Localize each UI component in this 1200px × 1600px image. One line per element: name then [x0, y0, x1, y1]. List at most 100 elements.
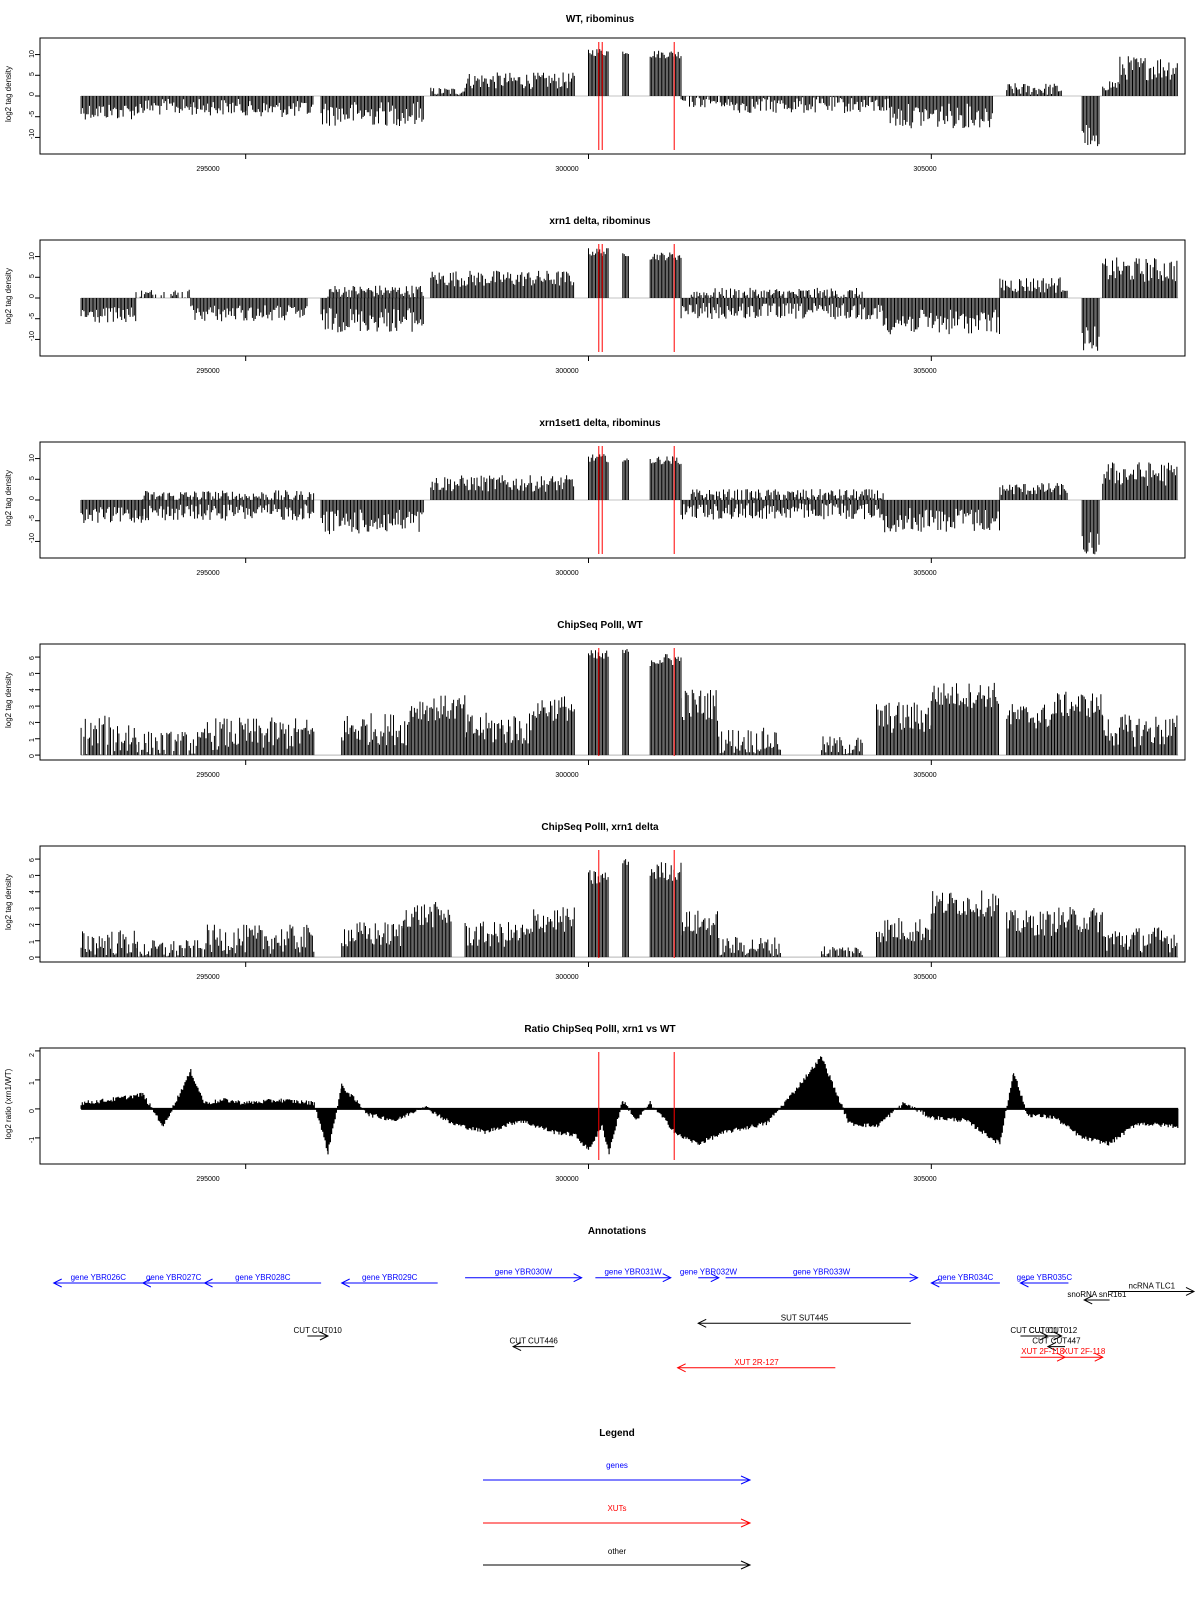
y-tick-label: -5	[29, 111, 36, 117]
signal-bar-group	[680, 910, 718, 958]
signal-bar-group	[190, 96, 246, 116]
annotation-label: CUT CUT011	[1010, 1326, 1058, 1335]
legend-arrowhead-xuts	[740, 1518, 752, 1528]
legend-arrowhead-genes	[740, 1475, 752, 1485]
signal-bar-group	[680, 298, 884, 320]
signal-bar-group	[622, 859, 629, 958]
ratio-profile	[80, 1056, 1179, 1155]
y-tick-label: -10	[29, 129, 36, 139]
annotation-feature: gene YBR028C	[203, 1273, 322, 1288]
annotation-tracks: gene YBR026C gene YBR027C gene YBR028C gene…	[52, 1268, 1196, 1373]
annotation-label: SUT SUT445	[781, 1313, 829, 1322]
x-tick-label: 295000	[196, 368, 219, 375]
signal-bar-group	[80, 96, 137, 120]
signal-bar-group	[999, 277, 1068, 298]
y-tick-label: 5	[29, 476, 36, 480]
y-tick-label: 1	[29, 940, 36, 944]
panel-chipseq-xrn1: ChipSeq PolII, xrn1 delta log2 tag densi…	[4, 822, 937, 981]
signal-bar-group	[649, 456, 682, 500]
signal-bar-group	[1006, 910, 1055, 958]
signal-bar-group	[80, 715, 137, 756]
plot-frame	[39, 1047, 1186, 1165]
y-axis-label: log2 ratio (xrn1/WT)	[4, 1068, 13, 1139]
signal-bar-group	[327, 285, 424, 298]
panel-title: xrn1set1 delta, ribominus	[539, 418, 661, 429]
annotation-feature: gene YBR027C	[141, 1273, 205, 1288]
annotation-arrowhead	[1094, 1352, 1104, 1362]
signal-bar-group	[204, 924, 315, 958]
y-tick-label: 0	[29, 1109, 36, 1113]
signal-bar-group	[930, 890, 999, 958]
annotation-arrowhead	[930, 1278, 940, 1288]
signal-bar-group	[320, 500, 424, 535]
annotation-feature: XUT 2R-127	[676, 1358, 836, 1373]
panel-xrn1-ribominus: xrn1 delta, ribominus log2 tag density 2…	[4, 216, 937, 375]
annotation-feature: XUT 2F-118	[1062, 1347, 1106, 1362]
signal-bar-group	[430, 475, 575, 500]
y-tick-label: -5	[29, 515, 36, 521]
signal-bar-group	[80, 500, 144, 523]
y-tick-label: 0	[29, 496, 36, 500]
signal-bar-group	[1102, 462, 1178, 500]
annotation-label: CUT CUT446	[510, 1337, 559, 1346]
plot-frame	[39, 643, 1186, 761]
annotation-arrowhead	[1083, 1295, 1093, 1305]
signal-bar-group	[622, 649, 629, 756]
x-tick-label: 295000	[196, 1176, 219, 1183]
x-tick-label: 300000	[555, 772, 578, 779]
annotation-label: snoRNA snR161	[1067, 1290, 1127, 1299]
signal-bar-group	[1054, 691, 1103, 756]
signal-bar-group	[464, 712, 533, 756]
panel-xrn1set1-ribominus: xrn1set1 delta, ribominus log2 tag densi…	[4, 418, 937, 577]
signal-bar-group	[876, 702, 932, 756]
annotation-label: gene YBR026C	[71, 1273, 127, 1282]
annotation-feature: gene YBR029C	[340, 1273, 438, 1288]
signal-bar-group	[142, 490, 315, 500]
signal-bar-group	[1006, 704, 1055, 756]
signal-bar-group	[622, 51, 629, 96]
signal-bar-group	[135, 940, 203, 958]
panel-ratio-chipseq: Ratio ChipSeq PolII, xrn1 vs WT log2 rat…	[4, 1024, 937, 1183]
signal-bar-group	[690, 287, 863, 298]
y-tick-label: 3	[29, 705, 36, 709]
annotation-feature: CUT CUT012	[1029, 1326, 1078, 1341]
annotation-feature: SUT SUT445	[697, 1313, 911, 1328]
plot-area	[35, 37, 1186, 159]
signal-bar-group	[135, 731, 204, 756]
signal-bar-group	[622, 458, 629, 500]
annotation-feature: ncRNA TLC1	[1109, 1282, 1196, 1296]
y-tick-label: 5	[29, 672, 36, 676]
legend: Legend genes XUTs other	[483, 1428, 752, 1570]
y-tick-label: 6	[29, 656, 36, 660]
y-tick-label: -10	[29, 331, 36, 341]
signal-bar-group	[430, 87, 465, 96]
y-tick-label: 2	[29, 1053, 36, 1057]
signal-bar-group	[1081, 298, 1100, 351]
signal-bar-group	[882, 298, 1000, 335]
y-tick-label: 5	[29, 874, 36, 878]
annotation-arrowhead	[340, 1278, 350, 1288]
signal-bar-group	[409, 695, 466, 756]
legend-item-genes: genes	[483, 1461, 752, 1485]
signal-bar-group	[430, 270, 575, 298]
plot-area	[35, 239, 1186, 361]
signal-bar-group	[649, 654, 682, 756]
signal-bar-group	[1102, 927, 1178, 958]
annotation-label: gene YBR030W	[495, 1268, 553, 1277]
signal-bar-group	[1102, 714, 1178, 756]
y-tick-label: 3	[29, 907, 36, 911]
signal-bar-group	[889, 96, 993, 129]
plot-frame	[39, 845, 1186, 963]
plot-area	[35, 643, 1186, 765]
annotation-label: gene YBR035C	[1017, 1273, 1073, 1282]
x-tick-label: 300000	[555, 974, 578, 981]
signal-bar-group	[718, 937, 781, 958]
annotation-label: XUT 2F-118	[1021, 1347, 1064, 1356]
y-tick-label: 0	[29, 956, 36, 960]
signal-bar-group	[821, 946, 863, 958]
annotation-label: gene YBR032W	[680, 1268, 738, 1277]
annotations-title: Annotations	[588, 1226, 647, 1237]
signal-bar-group	[1102, 81, 1120, 96]
annotation-arrowhead	[1046, 1342, 1057, 1352]
